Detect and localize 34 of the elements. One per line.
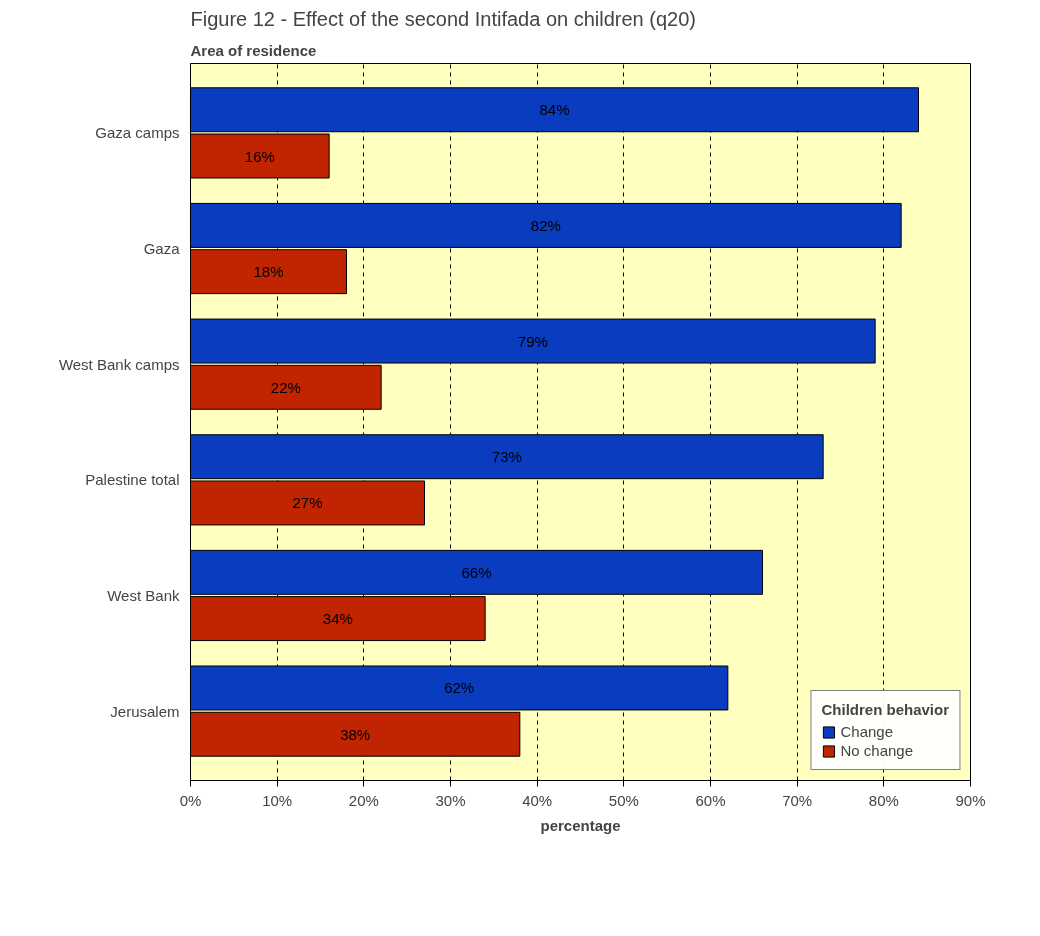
x-tick-label: 30% — [435, 791, 466, 809]
data-label: 34% — [322, 610, 353, 628]
x-tick-label: 60% — [695, 791, 726, 809]
x-tick-label: 50% — [608, 791, 639, 809]
x-tick-label: 90% — [955, 791, 986, 809]
data-label: 18% — [253, 263, 284, 281]
y-tick-label: Jerusalem — [110, 702, 180, 720]
x-tick-label: 40% — [522, 791, 553, 809]
x-axis-title: percentage — [540, 816, 621, 834]
data-label: 66% — [461, 563, 492, 581]
x-tick-label: 0% — [179, 791, 202, 809]
legend-label: No change — [840, 742, 914, 759]
x-tick-label: 20% — [348, 791, 379, 809]
data-label: 16% — [244, 147, 275, 165]
y-tick-label: West Bank camps — [58, 355, 180, 373]
y-tick-label: Palestine total — [85, 471, 180, 489]
y-tick-label: Gaza — [143, 240, 181, 258]
legend-title: Children behavior — [821, 701, 949, 718]
data-label: 82% — [530, 216, 561, 234]
x-tick-label: 70% — [782, 791, 813, 809]
data-label: 73% — [491, 448, 522, 466]
chart-title: Figure 12 - Effect of the second Intifada on children (q20) — [190, 7, 696, 30]
data-label: 22% — [270, 378, 301, 396]
data-label: 27% — [292, 494, 323, 512]
x-tick-label: 10% — [262, 791, 293, 809]
legend-label: Change — [840, 723, 894, 740]
data-label: 84% — [539, 101, 570, 119]
data-label: 62% — [444, 679, 475, 697]
y-tick-label: Gaza camps — [95, 124, 180, 142]
data-label: 38% — [340, 725, 371, 743]
data-label: 79% — [517, 332, 548, 350]
y-tick-label: West Bank — [107, 586, 180, 604]
x-tick-label: 80% — [868, 791, 899, 809]
y-axis-title: Area of residence — [190, 41, 317, 59]
